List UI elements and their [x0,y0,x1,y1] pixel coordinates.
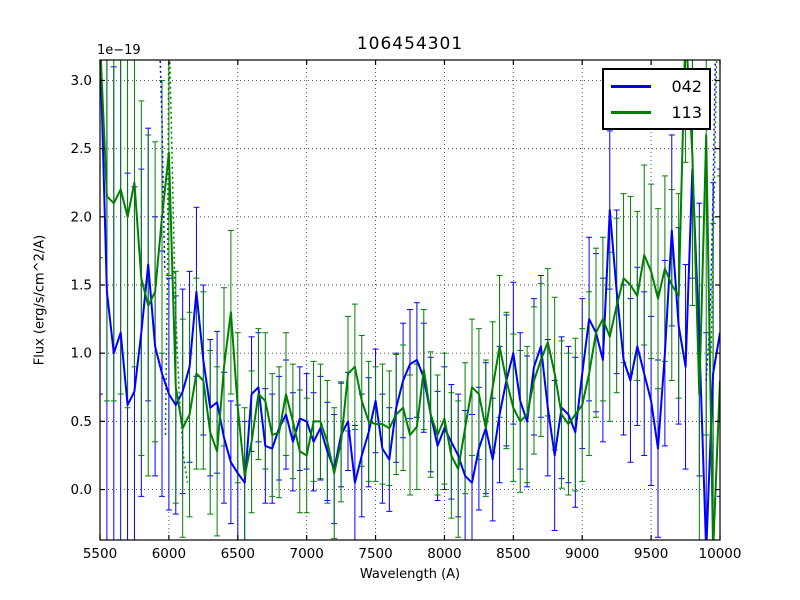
legend-entry-113: 113 [611,103,702,122]
legend: 042 113 [602,68,711,130]
axes-border [99,59,721,541]
data-layer [100,60,720,540]
series-line-113 [100,60,720,540]
x-tick-label: 7000 [289,546,323,562]
x-tick-label: 5500 [83,546,117,562]
x-tick-label: 8500 [496,546,530,562]
y-tick-label: 2.5 [71,141,92,157]
x-tick-label: 8000 [427,546,461,562]
y-tick-label: 3.0 [71,73,92,89]
legend-line-042 [611,84,651,88]
x-tick-label: 7500 [358,546,392,562]
legend-label-042: 042 [671,76,702,96]
legend-entry-042: 042 [611,77,702,96]
y-tick-label: 1.5 [71,278,92,294]
x-tick-label: 9000 [565,546,599,562]
x-tick-label: 6500 [221,546,255,562]
series-line-042 [100,60,720,540]
legend-label-113: 113 [671,102,702,122]
y-axis-label: Flux (erg/s/cm^2/A) [32,234,48,366]
chart-title: 106454301 [356,34,464,54]
y-axis-offset-text: 1e−19 [97,43,141,58]
y-tick-label: 0.5 [71,414,92,430]
x-tick-label: 10000 [699,546,742,562]
x-axis-label: Wavelength (A) [359,567,461,582]
legend-line-113 [611,110,651,114]
dotted-line [159,60,166,272]
dotted-line [164,60,189,483]
y-tick-label: 1.0 [71,346,92,362]
x-tick-label: 6000 [152,546,186,562]
y-tick-label: 0.0 [71,482,92,498]
x-tick-label: 9500 [634,546,668,562]
y-tick-label: 2.0 [71,209,92,225]
